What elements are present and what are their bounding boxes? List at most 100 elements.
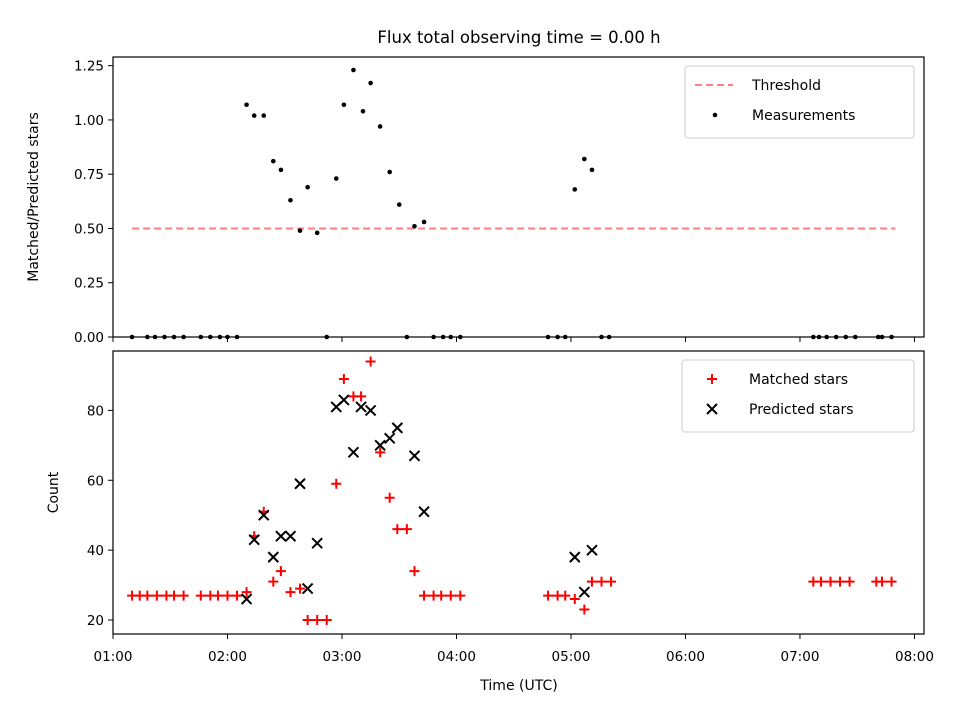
data-point (338, 394, 350, 406)
data-point (419, 590, 430, 601)
data-point (284, 530, 297, 542)
data-point (816, 334, 822, 340)
data-point (877, 576, 888, 587)
data-point (579, 604, 590, 615)
x-tick-label: 06:00 (666, 649, 705, 665)
data-point (338, 373, 349, 384)
top-panel: 0.00 0.25 0.50 0.75 1.00 1.25 Matched/Predicte… (26, 56, 925, 346)
data-point (431, 334, 436, 340)
y-tick-label: 0.75 (74, 167, 104, 183)
data-point (606, 334, 612, 340)
x-tick-label: 04:00 (437, 649, 476, 665)
data-point (396, 202, 402, 207)
data-point (889, 334, 894, 340)
legend: Threshold Measurements (684, 65, 915, 139)
data-point (347, 446, 360, 459)
data-point (824, 334, 829, 340)
y-axis-label: Matched/Predicted stars (26, 112, 42, 282)
data-point (285, 587, 296, 598)
data-point (261, 113, 267, 118)
data-point (383, 432, 396, 445)
data-point (578, 586, 591, 598)
data-point (217, 334, 223, 340)
data-point (409, 566, 420, 577)
data-point (377, 124, 383, 129)
data-point (589, 167, 595, 173)
data-point (355, 401, 367, 413)
data-point (208, 334, 213, 340)
data-point (569, 551, 581, 563)
data-point (311, 537, 323, 549)
data-point (314, 230, 320, 236)
data-point (562, 334, 568, 340)
data-point (302, 615, 313, 626)
data-point (392, 524, 403, 535)
y-tick-label: 20 (87, 613, 104, 629)
x-tick-label: 01:00 (94, 649, 133, 665)
data-point (222, 590, 233, 601)
data-point (418, 506, 430, 518)
data-point (825, 576, 836, 587)
y-tick-label: 0.50 (74, 221, 104, 237)
y-tick-label: 40 (87, 543, 104, 559)
legend-label: Matched stars (749, 372, 848, 388)
data-point (181, 334, 186, 340)
data-point (241, 587, 252, 598)
data-point (162, 334, 167, 340)
data-point (811, 334, 816, 340)
x-tick-label: 02:00 (208, 649, 247, 665)
data-point (258, 509, 270, 521)
legend: Matched stars Predicted stars (681, 359, 915, 433)
data-point (408, 450, 421, 462)
data-point (445, 590, 456, 601)
data-point (421, 219, 427, 225)
y-tick-label: 1.00 (74, 113, 104, 129)
data-point (248, 533, 260, 546)
x-tick-label: 08:00 (895, 649, 934, 665)
legend-label: Threshold (751, 78, 821, 94)
data-point (360, 108, 366, 114)
data-point (375, 447, 386, 458)
data-point (275, 566, 286, 577)
data-point (275, 530, 287, 542)
data-point (545, 334, 551, 340)
legend-swatch (712, 112, 718, 118)
data-point (457, 334, 463, 340)
data-point (295, 583, 306, 594)
data-point (835, 576, 846, 587)
data-point (586, 576, 597, 587)
data-point (178, 590, 189, 601)
data-point (151, 590, 162, 601)
data-point (305, 184, 310, 190)
plot-frame (112, 350, 925, 635)
data-point (401, 524, 412, 535)
data-point (384, 492, 395, 503)
data-point (145, 334, 150, 340)
data-point (321, 615, 332, 626)
data-point (391, 422, 404, 434)
data-point (543, 590, 554, 601)
data-point (853, 334, 858, 340)
data-point (356, 391, 367, 402)
x-tick-label: 03:00 (323, 649, 362, 665)
data-point (440, 334, 446, 340)
data-point (582, 156, 587, 162)
data-point (324, 334, 330, 340)
data-point (368, 80, 373, 86)
data-point (455, 590, 466, 601)
data-point (294, 478, 306, 490)
y-tick-label: 60 (87, 473, 104, 489)
data-point (875, 334, 881, 340)
chart-title: Flux total observing time = 0.00 h (377, 28, 660, 47)
data-point (599, 334, 604, 340)
y-tick-label: 80 (87, 403, 104, 419)
legend-box (684, 65, 915, 139)
data-point (171, 334, 177, 340)
data-point (268, 576, 279, 587)
data-point (234, 334, 240, 340)
data-point (244, 102, 249, 108)
data-point (301, 582, 314, 595)
data-point (169, 590, 180, 601)
data-point (212, 590, 223, 601)
